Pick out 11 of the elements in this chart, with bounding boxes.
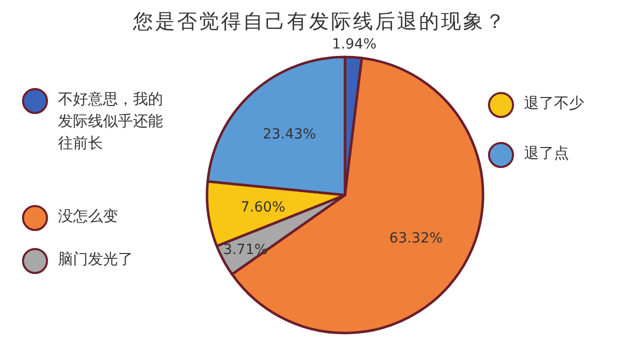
legend-label: 不好意思，我的发际线似乎还能往前长 (58, 89, 164, 154)
legend-label: 脑门发光了 (58, 249, 133, 270)
data-label: 23.43% (262, 126, 316, 143)
legend-label: 退了点 (524, 143, 569, 164)
data-label: 7.60% (240, 200, 286, 216)
data-label: 63.32% (389, 230, 443, 247)
data-label: 1.94% (332, 36, 376, 52)
data-label: 3.71% (223, 242, 268, 258)
legend-label: 没怎么变 (58, 206, 118, 227)
chart-title: 您是否觉得自己有发际线后退的现象？ (132, 8, 508, 35)
legend-label: 退了不少 (524, 93, 584, 114)
